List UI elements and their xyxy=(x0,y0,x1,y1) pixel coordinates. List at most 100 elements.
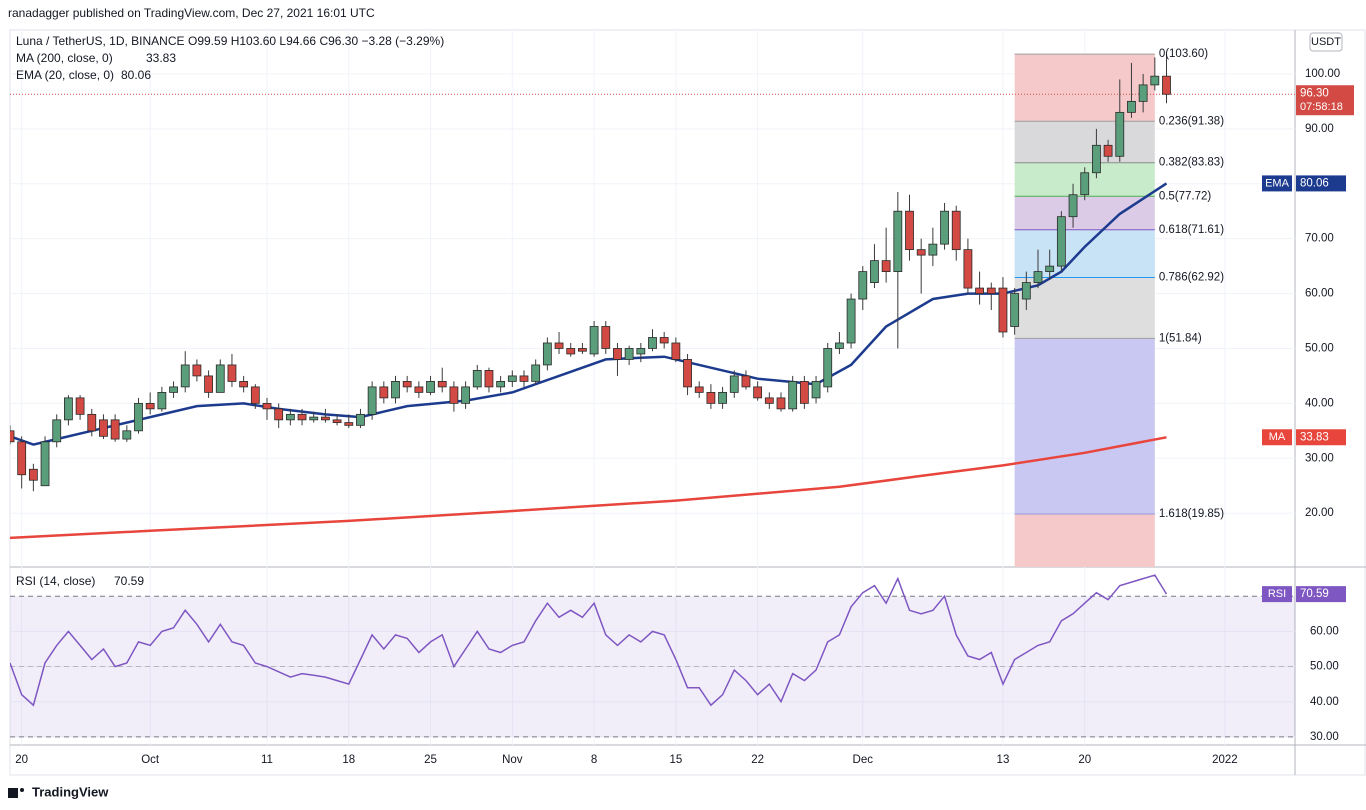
candle-body xyxy=(636,348,646,355)
last-price-box xyxy=(1296,85,1354,116)
fib-band xyxy=(1014,121,1155,163)
ma-legend: MA (200, close, 0) xyxy=(16,51,113,65)
x-tick-label: 25 xyxy=(424,754,437,766)
rsi-legend: RSI (14, close) xyxy=(16,574,95,588)
fib-label: 1.618(19.85) xyxy=(1159,508,1224,520)
candle-body xyxy=(145,402,155,410)
ema-legend-value: 80.06 xyxy=(121,68,151,82)
ema-legend: EMA (20, close, 0) xyxy=(16,68,114,82)
candle-body xyxy=(986,287,996,294)
candle-body xyxy=(262,402,272,410)
candle-body xyxy=(963,249,973,289)
candle-body xyxy=(613,348,622,360)
fib-label: 0.5(77.72) xyxy=(1159,190,1212,202)
y-tick-label: 40.00 xyxy=(1305,397,1334,409)
candle-body xyxy=(134,402,143,432)
candle-body xyxy=(799,381,809,404)
candle-body xyxy=(215,364,225,393)
candle-body xyxy=(893,210,903,272)
candle-body xyxy=(542,342,552,366)
badge-value: 80.06 xyxy=(1300,177,1329,189)
candle-body xyxy=(402,381,412,388)
badge-value: 70.59 xyxy=(1300,588,1329,600)
candle-body xyxy=(496,381,506,388)
x-tick-label: Dec xyxy=(853,754,874,766)
y-tick-label: 70.00 xyxy=(1305,233,1334,245)
candle-body xyxy=(367,386,377,415)
candle-body xyxy=(1068,194,1078,218)
candle-body xyxy=(274,408,284,421)
candle-body xyxy=(99,419,108,437)
candle-body xyxy=(1010,293,1020,327)
candle-body xyxy=(204,375,213,393)
fib-label: 0.786(62.92) xyxy=(1159,272,1224,284)
x-tick-label: 8 xyxy=(591,754,597,766)
x-tick-label: 18 xyxy=(342,754,355,766)
candle-body xyxy=(648,337,657,349)
ma-legend-value: 33.83 xyxy=(146,51,176,65)
fib-band xyxy=(1014,514,1155,567)
rsi-line xyxy=(10,574,1168,707)
x-tick-label: 20 xyxy=(1078,754,1091,766)
candle-body xyxy=(578,348,587,352)
candle-body xyxy=(426,381,435,393)
frame xyxy=(9,29,1366,776)
candle-body xyxy=(250,386,260,404)
candle-body xyxy=(391,381,400,399)
fib-retracement xyxy=(1014,53,1155,567)
candle-body xyxy=(1021,282,1031,300)
candle-body xyxy=(835,342,844,349)
candle-body xyxy=(1045,265,1055,272)
candle-body xyxy=(659,337,669,344)
y-tick-label: 20.00 xyxy=(1305,507,1334,519)
symbol: Luna / TetherUS, 1D, BINANCE xyxy=(16,34,185,48)
x-tick-label: 22 xyxy=(751,754,764,766)
badge-box xyxy=(1296,586,1346,603)
currency-box[interactable] xyxy=(1309,32,1343,52)
candle-body xyxy=(881,260,891,272)
badge-name-box xyxy=(1262,429,1292,446)
fib-label: 0.618(71.61) xyxy=(1159,224,1224,236)
candle-body xyxy=(1103,144,1113,157)
candle-body xyxy=(379,386,389,399)
candle-body xyxy=(157,391,167,410)
badge-name: RSI xyxy=(1268,588,1286,600)
candle-body xyxy=(414,386,424,393)
candle-body xyxy=(239,381,249,388)
candle-body xyxy=(110,419,120,440)
candle-body xyxy=(1127,100,1136,113)
badge-box xyxy=(1296,429,1346,446)
rsi-tick-label: 50.00 xyxy=(1310,661,1339,673)
candle-body xyxy=(449,386,459,404)
price-pane xyxy=(10,54,1295,540)
candle-body xyxy=(507,375,517,382)
candle-body xyxy=(64,397,73,421)
candle-body xyxy=(285,413,295,421)
badge-value: 33.83 xyxy=(1300,431,1329,443)
badge-name: MA xyxy=(1269,431,1286,443)
x-tick-label: 13 xyxy=(997,754,1010,766)
fib-band xyxy=(1014,229,1155,278)
fib-label: 1(51.84) xyxy=(1159,332,1202,344)
currency[interactable]: USDT xyxy=(1311,36,1341,48)
candle-body xyxy=(437,381,447,388)
candle-body xyxy=(52,419,62,443)
candle-body xyxy=(87,413,97,432)
brand: TradingView xyxy=(32,784,109,799)
candle-body xyxy=(846,298,856,344)
candle-body xyxy=(180,364,190,388)
candle-body xyxy=(741,375,751,388)
candle-body xyxy=(905,210,914,251)
candle-body xyxy=(764,397,774,404)
rsi-legend-value: 70.59 xyxy=(114,574,144,588)
candle-body xyxy=(1115,111,1125,157)
fib-label: 0(103.60) xyxy=(1159,48,1208,60)
y-tick-label: 50.00 xyxy=(1305,342,1334,354)
fib-band xyxy=(1014,196,1155,230)
candle-body xyxy=(17,441,27,476)
candle-body xyxy=(1080,172,1090,196)
candle-body xyxy=(40,441,50,487)
x-tick-label: 11 xyxy=(261,754,273,766)
candle-body xyxy=(356,413,365,426)
fib-label: 0.382(83.83) xyxy=(1159,157,1224,169)
